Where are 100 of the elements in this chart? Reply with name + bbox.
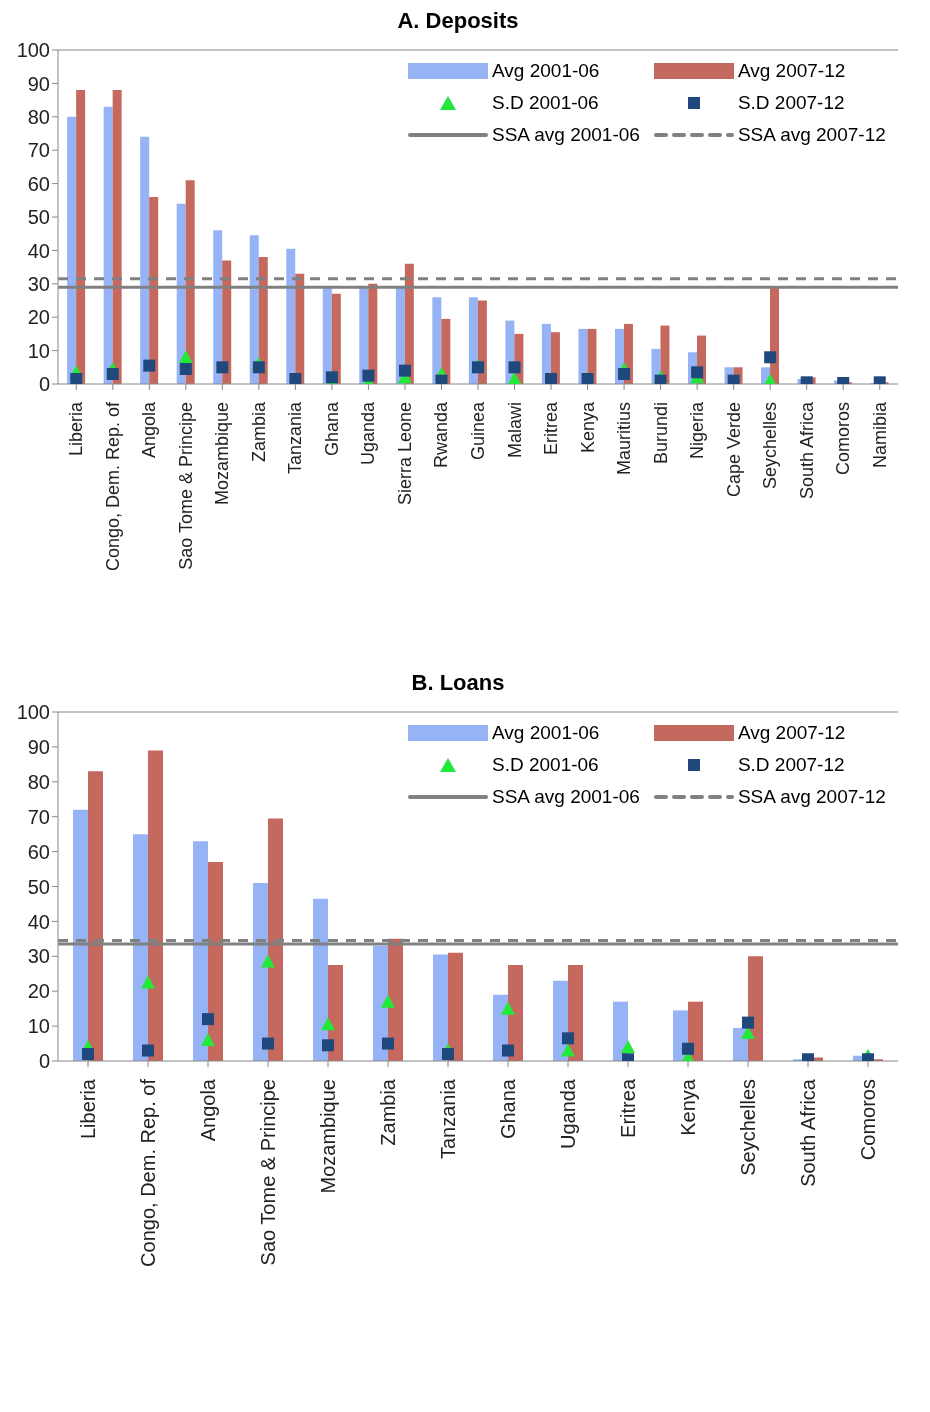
- x-tick-label: Sierra Leone: [394, 402, 415, 506]
- x-tick-label: Namibia: [869, 401, 890, 469]
- legend-label: SSA avg 2007-12: [737, 124, 886, 146]
- y-tick-label: 100: [16, 39, 50, 62]
- x-tick-label: Tanzania: [437, 1078, 459, 1160]
- y-tick-label: 60: [27, 840, 50, 863]
- x-tick-label: Tanzania: [285, 401, 306, 475]
- y-tick-label: 10: [27, 339, 50, 362]
- point: [202, 1013, 214, 1026]
- y-tick-label: 70: [27, 139, 50, 162]
- bar: [286, 248, 296, 384]
- x-tick-label: Kenya: [677, 1078, 699, 1136]
- point: [82, 1048, 94, 1061]
- x-tick-label: Mozambique: [317, 1079, 339, 1194]
- legend-label: S.D 2001-06: [492, 754, 599, 776]
- y-tick-label: 40: [27, 910, 50, 933]
- x-tick-label: Comoros: [833, 402, 854, 476]
- y-tick-label: 20: [27, 306, 50, 329]
- legend-label: SSA avg 2001-06: [492, 786, 640, 808]
- x-tick-label: Uganda: [557, 1078, 579, 1150]
- x-tick-label: Congo, Dem. Rep. of: [137, 1078, 159, 1267]
- y-tick-label: 100: [16, 701, 50, 724]
- y-tick-label: 30: [27, 272, 50, 295]
- x-tick-label: Mauritius: [614, 402, 635, 476]
- point: [261, 954, 275, 968]
- bar: [133, 834, 148, 1061]
- y-tick-label: 80: [27, 770, 50, 793]
- bar: [103, 106, 113, 384]
- y-tick-label: 70: [27, 805, 50, 828]
- bar: [148, 750, 163, 1061]
- bar: [88, 771, 103, 1061]
- point: [741, 1026, 755, 1040]
- x-tick-label: Eritrea: [541, 401, 562, 456]
- x-tick-label: Zambia: [377, 1078, 399, 1146]
- bar: [748, 956, 763, 1061]
- x-tick-label: Zambia: [248, 401, 269, 463]
- legend-label: S.D 2007-12: [737, 92, 845, 114]
- legend-label: Avg 2007-12: [737, 722, 846, 744]
- point: [262, 1037, 274, 1050]
- bar: [313, 898, 328, 1061]
- point: [562, 1032, 574, 1045]
- x-tick-label: Liberia: [77, 1078, 99, 1140]
- bar: [331, 293, 341, 384]
- legend-label: SSA avg 2007-12: [737, 786, 886, 808]
- y-tick-label: 20: [27, 980, 50, 1003]
- bar: [185, 180, 195, 384]
- x-tick-label: Rwanda: [431, 401, 452, 469]
- x-tick-label: Ghana: [321, 401, 342, 457]
- bar: [432, 297, 442, 384]
- chart-title: B. Loans: [410, 670, 506, 696]
- y-tick-label: 10: [27, 1015, 50, 1038]
- x-tick-label: Sao Tome & Principe: [257, 1079, 279, 1266]
- chart-title: A. Deposits: [396, 8, 520, 34]
- bar: [213, 230, 223, 384]
- x-tick-label: Eritrea: [617, 1078, 639, 1138]
- bar: [328, 965, 343, 1061]
- bar: [76, 90, 86, 384]
- bar: [253, 883, 268, 1061]
- point: [561, 1043, 575, 1057]
- point: [682, 1042, 694, 1055]
- point: [442, 1048, 454, 1061]
- y-tick-label: 50: [27, 875, 50, 898]
- x-tick-label: Cape Verde: [723, 402, 744, 498]
- bar: [268, 818, 283, 1061]
- y-tick-label: 90: [27, 736, 50, 758]
- x-tick-label: Seychelles: [737, 1079, 759, 1176]
- point: [382, 1037, 394, 1050]
- bar: [468, 297, 478, 384]
- point: [322, 1039, 334, 1052]
- bar: [67, 116, 77, 384]
- point: [321, 1017, 335, 1031]
- bar: [373, 945, 388, 1061]
- x-tick-label: Nigeria: [687, 401, 708, 460]
- bar: [112, 90, 122, 384]
- point: [142, 1044, 154, 1057]
- point: [621, 1040, 635, 1054]
- x-tick-label: Mozambique: [212, 402, 233, 506]
- x-tick-label: Guinea: [468, 401, 488, 461]
- legend-label: Avg 2007-12: [737, 60, 846, 82]
- x-tick-label: South Africa: [797, 1078, 819, 1187]
- x-tick-label: Angola: [139, 401, 160, 459]
- legend-label: S.D 2001-06: [492, 92, 599, 114]
- x-tick-label: Ghana: [497, 1078, 519, 1140]
- x-tick-label: Liberia: [66, 401, 87, 457]
- legend-label: Avg 2001-06: [492, 722, 600, 744]
- bar: [149, 196, 159, 384]
- x-tick-label: Uganda: [358, 401, 379, 466]
- point: [742, 1016, 754, 1029]
- x-tick-label: Malawi: [504, 402, 525, 459]
- y-tick-label: 50: [27, 206, 50, 229]
- bar: [568, 965, 583, 1061]
- legend-label: SSA avg 2001-06: [492, 124, 640, 146]
- legend-label: Avg 2001-06: [492, 60, 600, 82]
- x-tick-label: South Africa: [796, 401, 817, 500]
- y-tick-label: 40: [27, 239, 50, 262]
- bar: [508, 965, 523, 1061]
- point: [201, 1033, 215, 1047]
- x-tick-label: Burundi: [650, 402, 671, 465]
- bar: [448, 952, 463, 1061]
- y-tick-label: 30: [27, 945, 50, 968]
